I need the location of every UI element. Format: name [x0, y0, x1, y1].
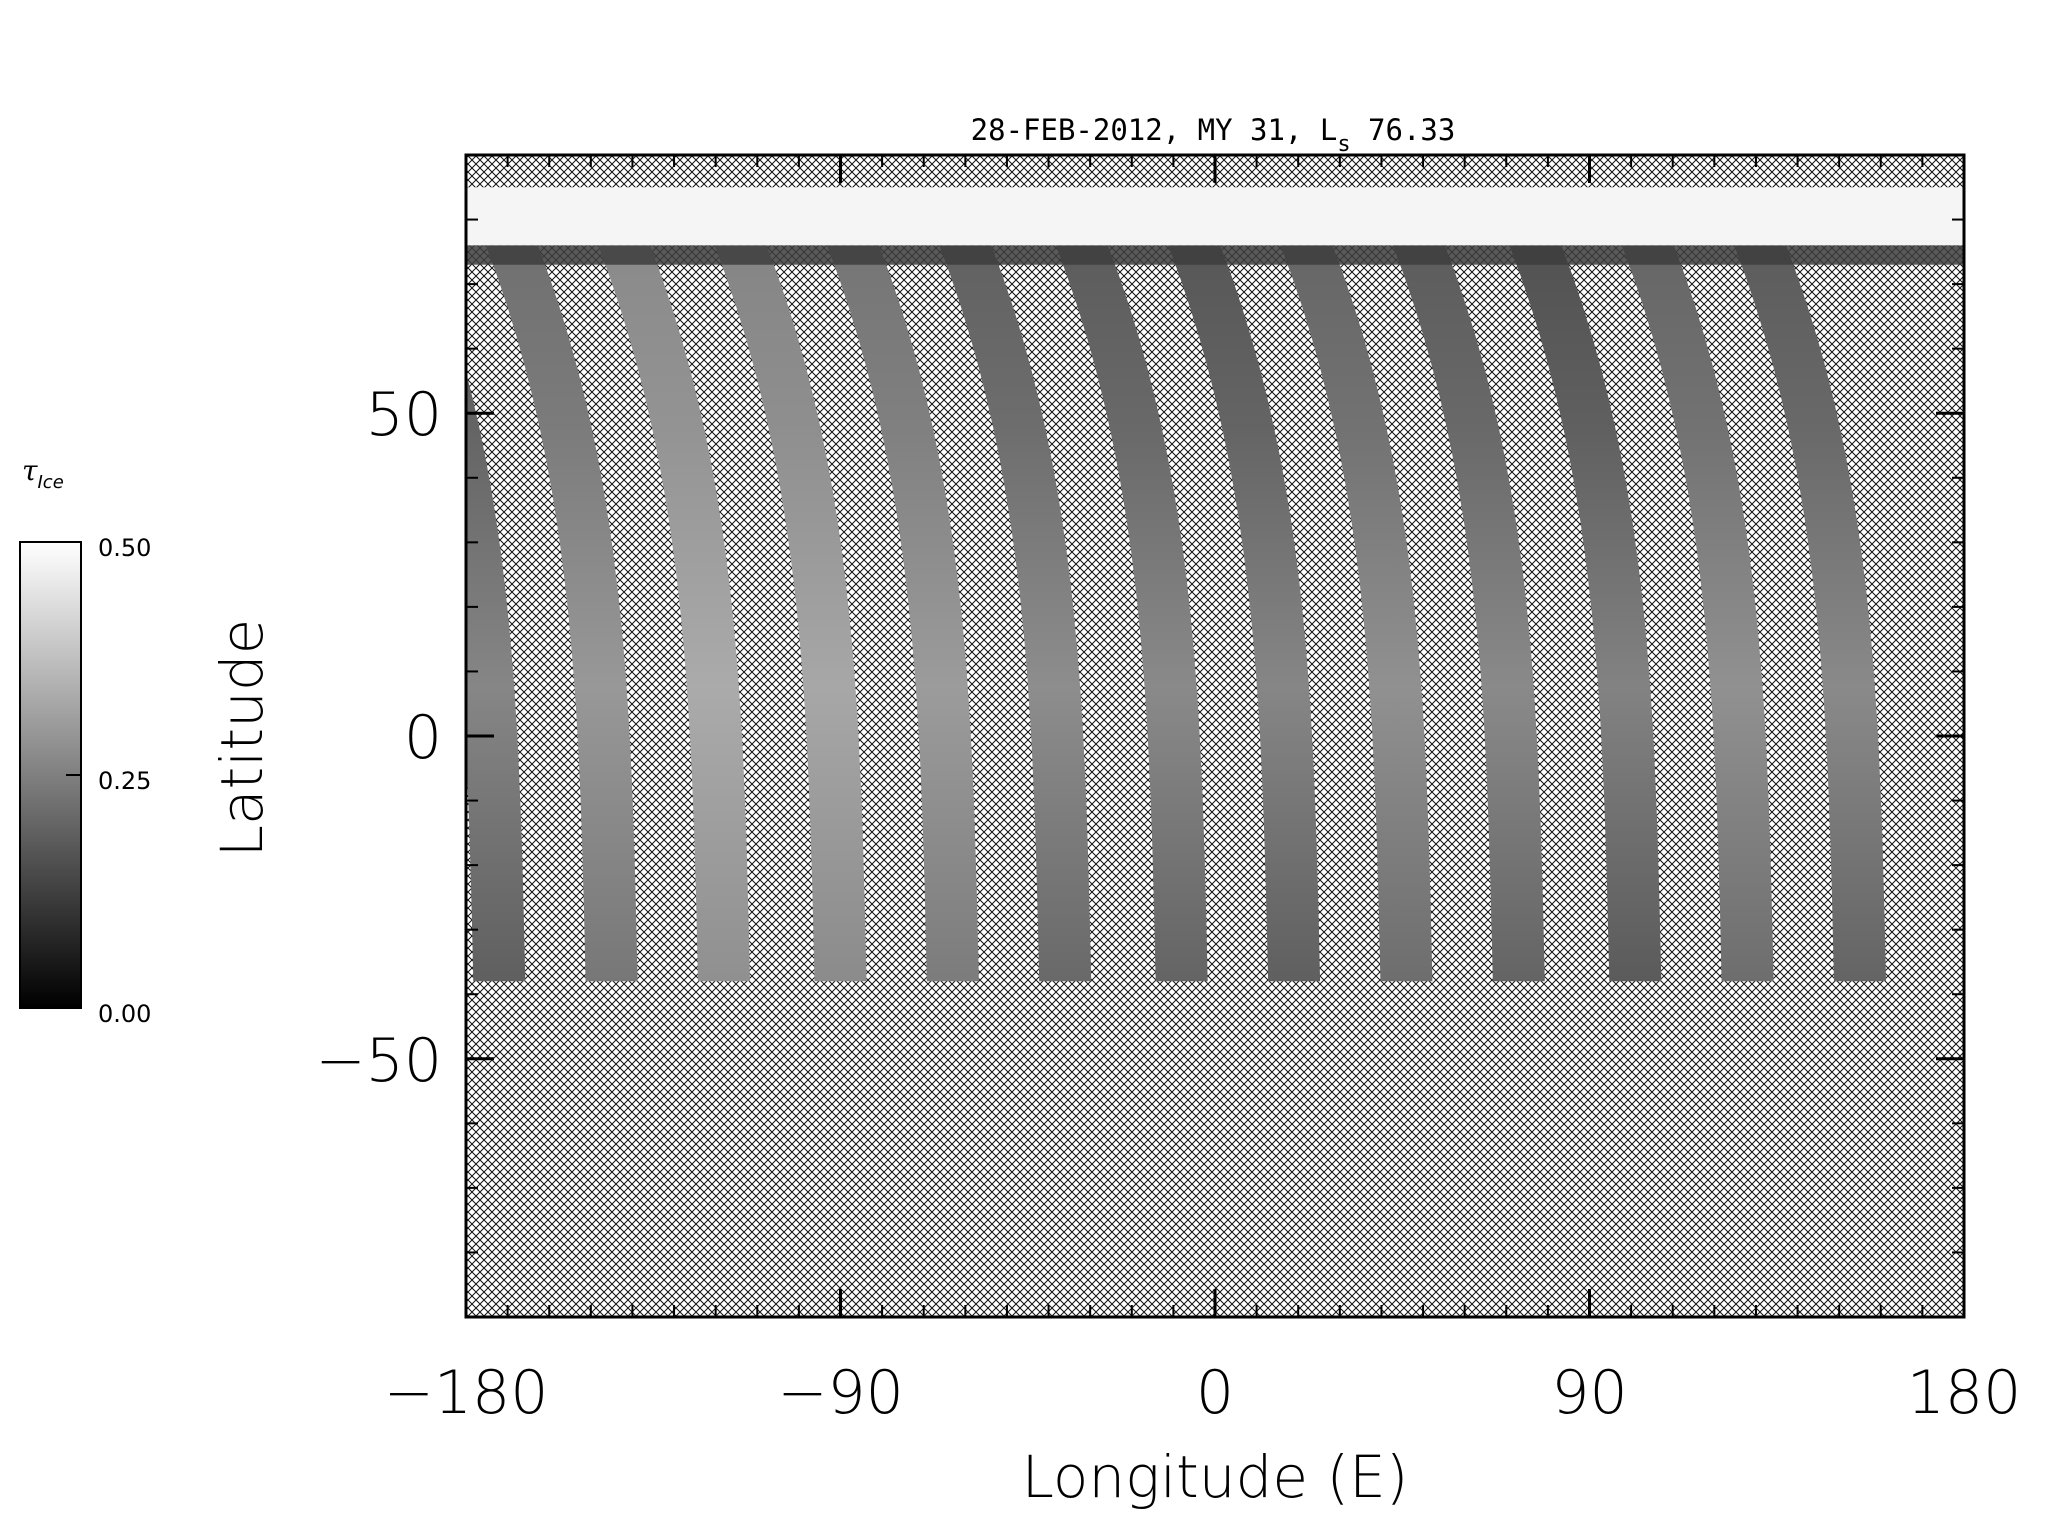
polar-cap-band — [466, 187, 1964, 246]
swath-shade-9 — [1392, 245, 1545, 982]
swath-shade-12 — [1734, 245, 1886, 982]
x-tick-label: −90 — [777, 1358, 904, 1428]
y-tick-label: −50 — [315, 1026, 442, 1096]
x-tick-label: 180 — [1907, 1358, 2022, 1428]
y-axis-title: Latitude — [208, 619, 276, 858]
colorbar-title: τIce — [22, 454, 64, 493]
swath-shade-5 — [939, 245, 1092, 982]
swath-shade-3 — [714, 245, 867, 982]
colorbar-tick-label-top: 0.50 — [98, 534, 151, 562]
y-tick-label: 50 — [366, 380, 442, 450]
swath-shade-8 — [1280, 245, 1433, 982]
x-tick-label: 90 — [1551, 1358, 1627, 1428]
swath-shade-7 — [1168, 245, 1321, 982]
swath-shade-4 — [827, 245, 979, 982]
colorbar-tick-label-bottom: 0.00 — [98, 1000, 151, 1028]
x-tick-label: −180 — [384, 1358, 549, 1428]
swath-shade-1 — [485, 245, 638, 982]
ticks-layer: −180 −90 0 90 180 50 0 −50 — [315, 154, 2022, 1428]
swath-shade-11 — [1621, 245, 1774, 982]
swath-shade-6 — [1055, 245, 1208, 982]
colorbar-tick-label-mid: 0.25 — [98, 767, 151, 795]
chart-title: 28-FEB-2012, MY 31, Ls 76.33 — [971, 113, 1456, 157]
swath-shade-0 — [466, 371, 526, 982]
swath-shade-10 — [1509, 245, 1662, 982]
data-layer — [466, 187, 1964, 982]
x-axis-title: Longitude (E) — [1022, 1443, 1409, 1511]
y-tick-label: 0 — [404, 703, 442, 773]
x-tick-label: 0 — [1196, 1358, 1234, 1428]
polar-cap-edge — [466, 245, 1964, 265]
swath-shade-2 — [598, 245, 750, 982]
